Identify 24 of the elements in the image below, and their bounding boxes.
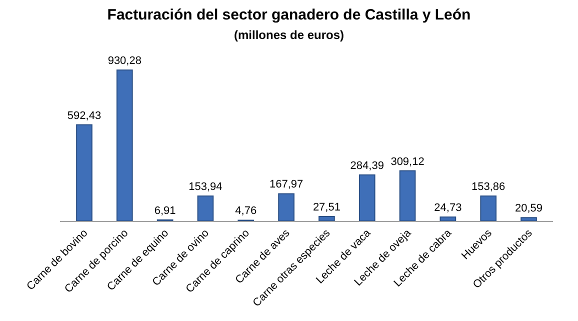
data-label: 4,76 bbox=[235, 205, 257, 218]
data-label: 284,39 bbox=[350, 160, 384, 172]
data-label: 309,12 bbox=[390, 156, 424, 168]
bar bbox=[520, 217, 537, 221]
bar bbox=[358, 174, 376, 221]
bar bbox=[197, 196, 214, 221]
data-label: 167,97 bbox=[269, 178, 304, 191]
bar bbox=[440, 216, 456, 221]
data-label: 6,91 bbox=[154, 204, 176, 217]
data-label: 592,43 bbox=[67, 110, 102, 122]
bar bbox=[116, 69, 133, 221]
data-label: 24,73 bbox=[434, 202, 462, 214]
bar bbox=[76, 124, 92, 221]
data-label: 153,86 bbox=[472, 181, 506, 194]
chart-subtitle: (millones de euros) bbox=[234, 28, 344, 42]
bar bbox=[278, 193, 294, 221]
chart-title: Facturación del sector ganadero de Castilla y León bbox=[107, 6, 471, 24]
bar bbox=[399, 170, 416, 221]
data-label: 930,28 bbox=[108, 54, 142, 67]
data-label: 153,94 bbox=[188, 181, 222, 193]
data-label: 20,59 bbox=[514, 202, 543, 215]
bar bbox=[480, 196, 497, 221]
bar bbox=[318, 216, 335, 221]
data-label: 27,51 bbox=[312, 202, 340, 214]
